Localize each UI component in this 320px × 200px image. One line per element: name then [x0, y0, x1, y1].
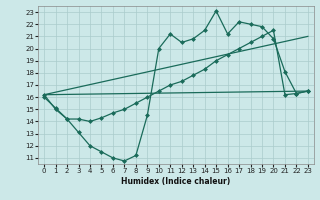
X-axis label: Humidex (Indice chaleur): Humidex (Indice chaleur)	[121, 177, 231, 186]
